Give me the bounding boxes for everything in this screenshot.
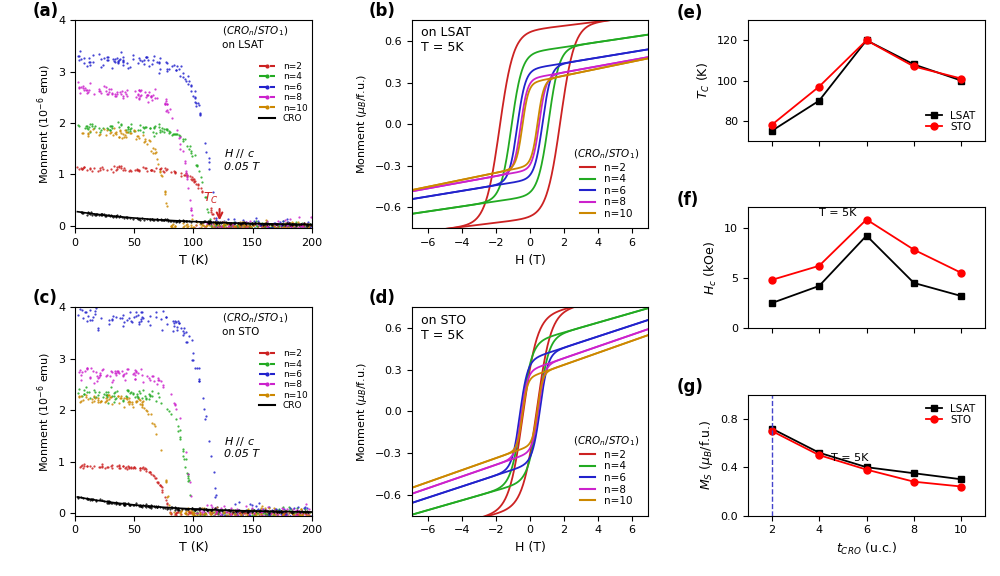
Text: $(CRO_n/STO_1)$
on LSAT: $(CRO_n/STO_1)$ on LSAT	[222, 24, 288, 50]
Text: $H\ //\ c$
0.05 T: $H\ //\ c$ 0.05 T	[224, 435, 259, 459]
STO	[955, 270, 967, 276]
STO	[908, 478, 920, 485]
Y-axis label: $T_C$ (K): $T_C$ (K)	[696, 62, 712, 99]
Y-axis label: Monment (10$^{-6}$ emu): Monment (10$^{-6}$ emu)	[35, 351, 53, 472]
LSAT	[861, 464, 873, 471]
LSAT	[955, 77, 967, 84]
Text: $H\ //\ c$
0.05 T: $H\ //\ c$ 0.05 T	[224, 147, 259, 172]
Y-axis label: Monment (10$^{-6}$ emu): Monment (10$^{-6}$ emu)	[35, 64, 53, 184]
Text: on STO
T = 5K: on STO T = 5K	[421, 313, 466, 342]
LSAT	[766, 300, 778, 306]
Legend: LSAT, STO: LSAT, STO	[922, 400, 980, 429]
LSAT	[908, 61, 920, 68]
Text: (c): (c)	[32, 289, 57, 307]
LSAT	[813, 97, 825, 104]
Text: $T_C$: $T_C$	[203, 191, 219, 206]
LSAT	[861, 37, 873, 44]
LSAT	[766, 127, 778, 134]
Text: (a): (a)	[32, 2, 58, 20]
STO	[955, 483, 967, 490]
LSAT	[955, 476, 967, 483]
Line: LSAT: LSAT	[768, 232, 965, 306]
LSAT	[766, 425, 778, 432]
STO	[766, 276, 778, 283]
Line: STO: STO	[768, 427, 965, 490]
Y-axis label: $H_c$ (kOe): $H_c$ (kOe)	[703, 241, 719, 295]
Text: (f): (f)	[677, 191, 699, 209]
LSAT	[813, 449, 825, 456]
X-axis label: T (K): T (K)	[179, 253, 208, 267]
STO	[908, 247, 920, 253]
Text: (b): (b)	[369, 2, 396, 20]
STO	[766, 427, 778, 434]
Text: T = 5K: T = 5K	[819, 208, 856, 218]
STO	[813, 83, 825, 90]
X-axis label: H (T): H (T)	[515, 253, 545, 267]
LSAT	[908, 279, 920, 286]
STO	[766, 122, 778, 128]
STO	[861, 216, 873, 223]
Text: (g): (g)	[677, 378, 704, 396]
Y-axis label: $M_S$ ($\mu_B$/f.u.): $M_S$ ($\mu_B$/f.u.)	[698, 420, 715, 490]
Text: (e): (e)	[677, 3, 703, 22]
Legend: n=2, n=4, n=6, n=8, n=10, CRO: n=2, n=4, n=6, n=8, n=10, CRO	[259, 62, 307, 123]
X-axis label: T (K): T (K)	[179, 541, 208, 554]
LSAT	[813, 282, 825, 289]
Line: LSAT: LSAT	[768, 37, 965, 134]
STO	[908, 63, 920, 70]
Text: on LSAT
T = 5K: on LSAT T = 5K	[421, 26, 471, 54]
STO	[813, 263, 825, 270]
LSAT	[955, 293, 967, 300]
Y-axis label: Monment ($\mu_B$/f.u.): Monment ($\mu_B$/f.u.)	[355, 74, 369, 175]
Text: $(CRO_n/STO_1)$
on STO: $(CRO_n/STO_1)$ on STO	[222, 312, 288, 337]
Line: LSAT: LSAT	[768, 425, 965, 483]
Line: STO: STO	[768, 216, 965, 283]
X-axis label: $t_{CRO}$ (u.c.): $t_{CRO}$ (u.c.)	[836, 541, 897, 557]
STO	[955, 75, 967, 82]
Legend: n=2, n=4, n=6, n=8, n=10: n=2, n=4, n=6, n=8, n=10	[569, 431, 643, 510]
Legend: LSAT, STO: LSAT, STO	[922, 107, 980, 136]
X-axis label: H (T): H (T)	[515, 541, 545, 554]
STO	[861, 466, 873, 473]
Text: T = 5K: T = 5K	[831, 453, 868, 463]
LSAT	[861, 232, 873, 239]
Line: STO: STO	[768, 37, 965, 128]
Legend: n=2, n=4, n=6, n=8, n=10, CRO: n=2, n=4, n=6, n=8, n=10, CRO	[259, 350, 307, 410]
LSAT	[908, 470, 920, 477]
Text: (d): (d)	[369, 289, 396, 307]
Y-axis label: Monment ($\mu_B$/f.u.): Monment ($\mu_B$/f.u.)	[355, 361, 369, 461]
STO	[813, 452, 825, 458]
Legend: n=2, n=4, n=6, n=8, n=10: n=2, n=4, n=6, n=8, n=10	[569, 143, 643, 223]
STO	[861, 37, 873, 44]
